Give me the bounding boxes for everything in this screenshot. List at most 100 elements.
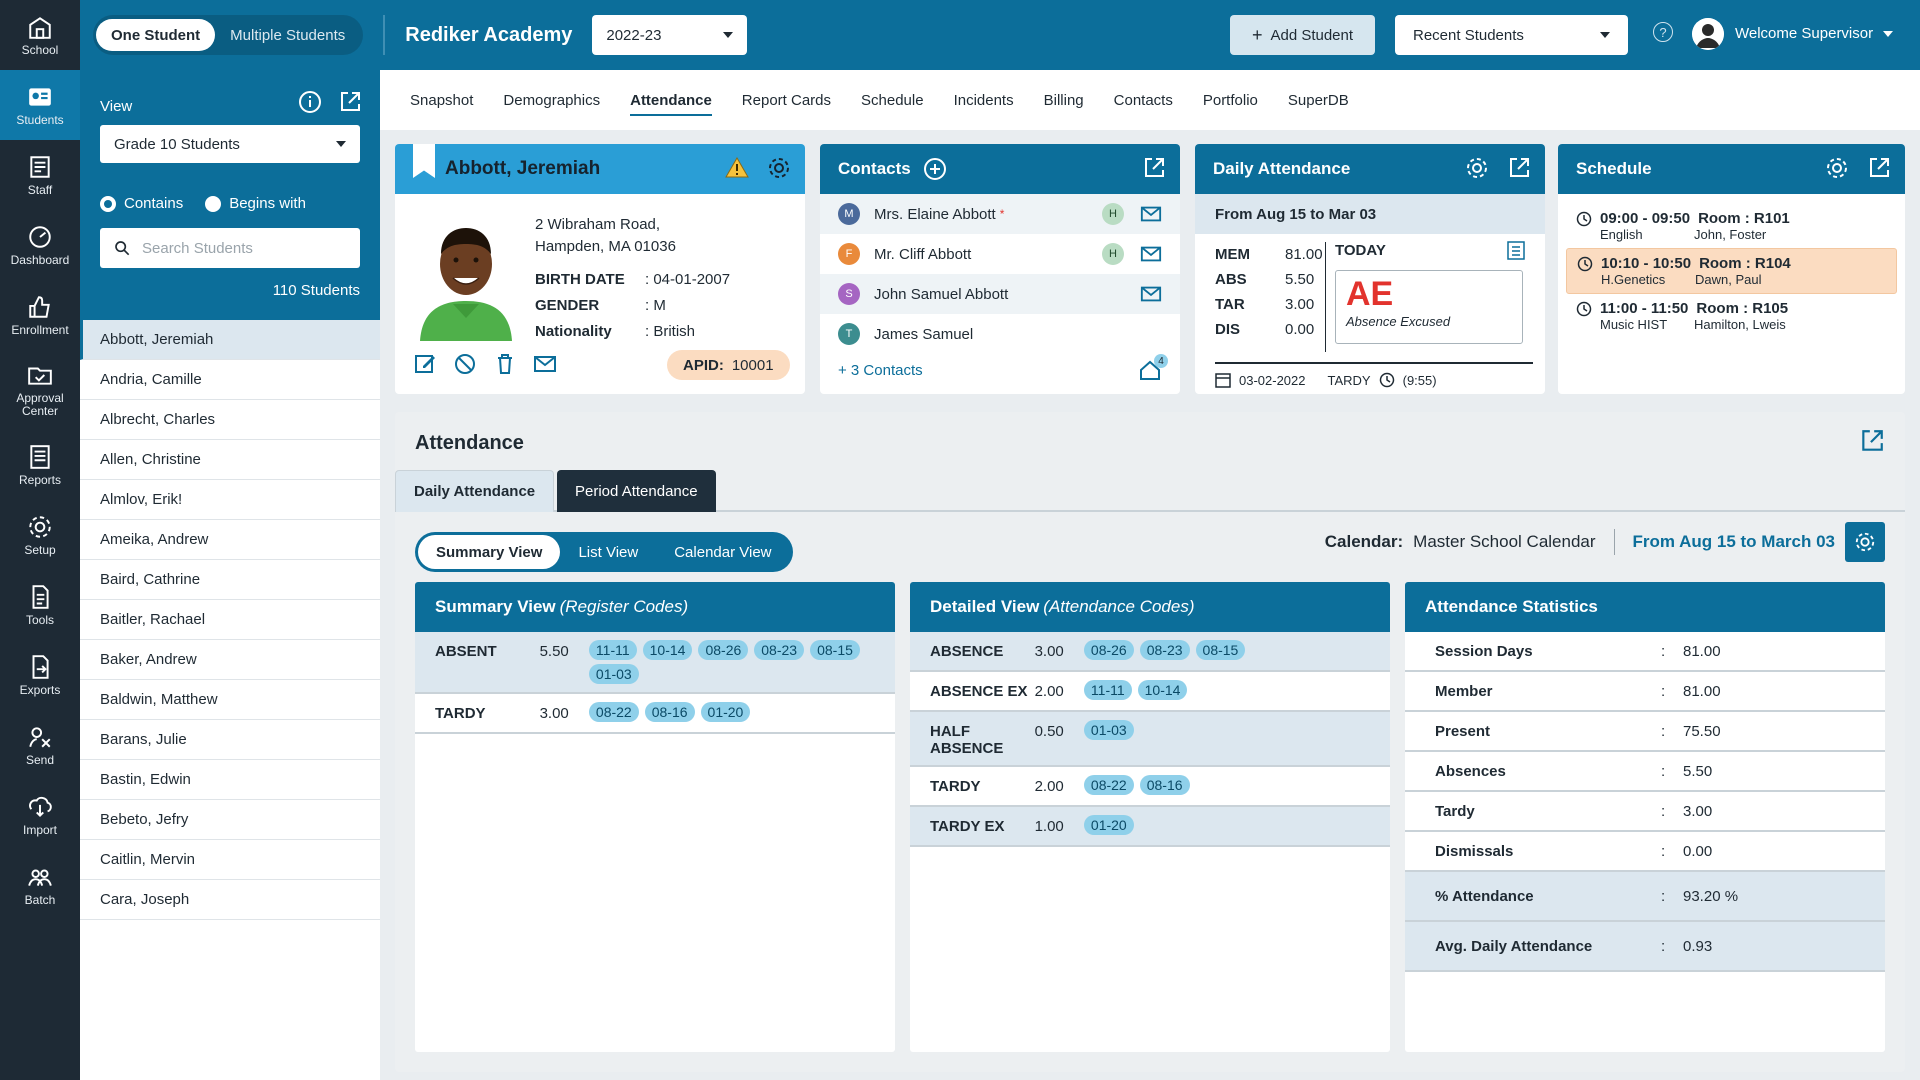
user-avatar[interactable] <box>1692 18 1724 50</box>
date-chip[interactable]: 10-14 <box>642 640 693 660</box>
student-list-item[interactable]: Albrecht, Charles <box>80 400 380 440</box>
rail-item-reports[interactable]: Reports <box>0 430 80 500</box>
schedule-row[interactable]: 09:00 - 09:50 Room : R101 English John, Fos… <box>1558 204 1905 248</box>
warning-icon[interactable] <box>725 156 749 180</box>
search-students-input[interactable]: Search Students <box>100 228 360 268</box>
rail-item-approval-center[interactable]: Approval Center <box>0 350 80 430</box>
rail-item-staff[interactable]: Staff <box>0 140 80 210</box>
tab-period-attendance[interactable]: Period Attendance <box>557 470 716 512</box>
gear-icon[interactable] <box>1465 156 1489 180</box>
contact-name[interactable]: Mr. Cliff Abbott <box>874 245 972 263</box>
contact-row[interactable]: M Mrs. Elaine Abbott * H <box>820 194 1180 234</box>
tab-snapshot[interactable]: Snapshot <box>410 91 474 109</box>
more-contacts-link[interactable]: + 3 Contacts 4 <box>820 354 1180 387</box>
add-student-button[interactable]: + Add Student <box>1230 15 1375 55</box>
date-chip[interactable]: 08-22 <box>588 702 639 722</box>
user-menu[interactable]: Welcome Supervisor <box>1735 25 1894 42</box>
date-chip[interactable]: 11-11 <box>1083 680 1132 700</box>
external-link-icon[interactable] <box>338 90 362 114</box>
tab-contacts[interactable]: Contacts <box>1113 91 1173 109</box>
calendar-settings-button[interactable] <box>1845 522 1885 562</box>
student-list-item[interactable]: Caitlin, Mervin <box>80 840 380 880</box>
student-list-item[interactable]: Baitler, Rachael <box>80 600 380 640</box>
rail-item-tools[interactable]: Tools <box>0 570 80 640</box>
student-list-item[interactable]: Cara, Joseph <box>80 880 380 920</box>
date-chip[interactable]: 01-20 <box>700 702 751 722</box>
contact-row[interactable]: F Mr. Cliff Abbott H <box>820 234 1180 274</box>
recent-students-select[interactable]: Recent Students <box>1395 15 1628 55</box>
student-list-item[interactable]: Andria, Camille <box>80 360 380 400</box>
info-icon[interactable] <box>298 90 322 114</box>
contact-row[interactable]: T James Samuel <box>820 314 1180 354</box>
tab-portfolio[interactable]: Portfolio <box>1202 91 1258 109</box>
tab-superdb[interactable]: SuperDB <box>1287 91 1349 109</box>
rail-item-school[interactable]: School <box>0 0 80 70</box>
trash-icon[interactable] <box>493 352 517 376</box>
student-list-item[interactable]: Baird, Cathrine <box>80 560 380 600</box>
mail-icon[interactable] <box>533 352 557 376</box>
home-icon[interactable] <box>1138 358 1162 382</box>
student-list-item[interactable]: Allen, Christine <box>80 440 380 480</box>
contact-row[interactable]: S John Samuel Abbott <box>820 274 1180 314</box>
summary-view-option[interactable]: Summary View <box>418 535 561 569</box>
rail-item-setup[interactable]: Setup <box>0 500 80 570</box>
external-link-icon[interactable] <box>1507 156 1531 180</box>
add-contact-icon[interactable] <box>923 157 947 181</box>
student-list-item[interactable]: Baker, Andrew <box>80 640 380 680</box>
year-select[interactable]: 2022-23 <box>592 15 748 55</box>
calendar-range[interactable]: From Aug 15 to March 03 <box>1632 532 1835 551</box>
date-chip[interactable]: 08-15 <box>1195 640 1246 660</box>
tab-daily-attendance[interactable]: Daily Attendance <box>395 470 555 512</box>
list-view-option[interactable]: List View <box>578 543 639 561</box>
view-select[interactable]: Grade 10 Students <box>100 125 360 163</box>
tab-attendance[interactable]: Attendance <box>630 70 712 130</box>
contact-name[interactable]: John Samuel Abbott <box>874 285 1009 303</box>
help-icon[interactable]: ? <box>1653 22 1673 42</box>
date-chip[interactable]: 10-14 <box>1137 680 1188 700</box>
tab-incidents[interactable]: Incidents <box>953 91 1014 109</box>
mail-icon[interactable] <box>1140 283 1162 305</box>
rail-item-import[interactable]: Import <box>0 780 80 850</box>
student-list-item[interactable]: Abbott, Jeremiah <box>80 320 380 360</box>
date-chip[interactable]: 08-26 <box>1083 640 1134 660</box>
date-chip[interactable]: 08-22 <box>1083 775 1134 795</box>
student-list-item[interactable]: Ameika, Andrew <box>80 520 380 560</box>
date-chip[interactable]: 08-26 <box>698 640 749 660</box>
mail-icon[interactable] <box>1140 203 1162 225</box>
rail-item-exports[interactable]: Exports <box>0 640 80 710</box>
contact-name[interactable]: Mrs. Elaine Abbott <box>874 205 996 223</box>
student-list-item[interactable]: Barans, Julie <box>80 720 380 760</box>
one-student-option[interactable]: One Student <box>96 19 216 51</box>
rail-item-send[interactable]: Send <box>0 710 80 780</box>
gear-icon[interactable] <box>1825 156 1849 180</box>
clipboard-icon[interactable] <box>1507 240 1525 260</box>
multiple-students-option[interactable]: Multiple Students <box>230 26 346 44</box>
radio-contains[interactable]: Contains <box>100 195 183 212</box>
tab-demographics[interactable]: Demographics <box>503 91 601 109</box>
radio-begins-with[interactable]: Begins with <box>205 195 306 212</box>
date-chip[interactable]: 08-15 <box>810 640 860 660</box>
date-chip[interactable]: 01-20 <box>1083 815 1134 835</box>
rail-item-dashboard[interactable]: Dashboard <box>0 210 80 280</box>
student-list-item[interactable]: Bebeto, Jefry <box>80 800 380 840</box>
contact-name[interactable]: James Samuel <box>874 325 974 343</box>
calendar-view-option[interactable]: Calendar View <box>674 543 772 561</box>
tab-billing[interactable]: Billing <box>1043 91 1084 109</box>
block-icon[interactable] <box>453 352 477 376</box>
gear-icon[interactable] <box>767 156 791 180</box>
date-chip[interactable]: 01-03 <box>588 664 639 684</box>
date-chip[interactable]: 08-16 <box>644 702 695 722</box>
mail-icon[interactable] <box>1140 243 1162 265</box>
external-link-icon[interactable] <box>1867 156 1891 180</box>
bookmark-icon[interactable] <box>413 144 435 178</box>
date-chip[interactable]: 08-23 <box>754 640 805 660</box>
tab-schedule[interactable]: Schedule <box>861 91 924 109</box>
date-chip[interactable]: 01-03 <box>1083 720 1134 740</box>
schedule-row[interactable]: 10:10 - 10:50 Room : R104 H.Genetics Dawn, … <box>1566 248 1897 294</box>
date-chip[interactable]: 11-11 <box>588 640 637 660</box>
student-list-item[interactable]: Almlov, Erik! <box>80 480 380 520</box>
date-chip[interactable]: 08-23 <box>1139 640 1190 660</box>
schedule-row[interactable]: 11:00 - 11:50 Room : R105 Music HIST Hamilt… <box>1558 294 1905 338</box>
external-link-icon[interactable] <box>1142 156 1166 180</box>
rail-item-enrollment[interactable]: Enrollment <box>0 280 80 350</box>
